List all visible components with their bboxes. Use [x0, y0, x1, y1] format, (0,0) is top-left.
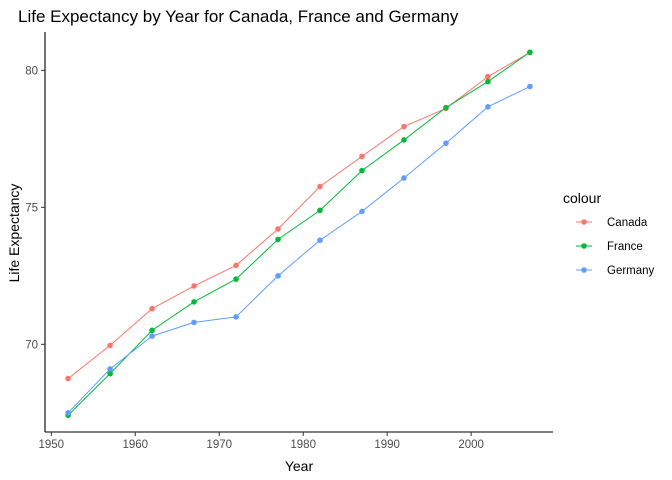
data-point [149, 333, 155, 339]
y-tick-label: 75 [25, 202, 38, 214]
data-point [233, 314, 239, 320]
data-point [191, 299, 197, 305]
chart-title: Life Expectancy by Year for Canada, Fran… [18, 7, 459, 26]
series-layer [65, 49, 533, 419]
data-point [107, 342, 113, 349]
legend-item-france: France [576, 241, 643, 253]
y-tick-label: 70 [25, 339, 38, 351]
legend-label: Germany [607, 265, 655, 277]
data-point [317, 183, 323, 190]
data-point [149, 327, 155, 334]
data-point [275, 273, 281, 279]
series-line [67, 86, 531, 414]
data-point [401, 123, 407, 130]
data-point [359, 153, 365, 160]
data-point [485, 73, 491, 80]
data-point [275, 226, 281, 232]
data-point [65, 375, 71, 382]
data-point [317, 237, 323, 244]
legend-item-germany: Germany [576, 265, 655, 277]
data-point [359, 167, 365, 174]
data-point [443, 104, 449, 111]
data-point [317, 207, 323, 214]
legend-item-canada: Canada [576, 217, 648, 229]
data-point [485, 78, 491, 85]
data-point [527, 49, 533, 56]
x-axis-title: Year [285, 458, 314, 474]
data-point [233, 262, 239, 269]
x-tick-label: 2000 [458, 439, 484, 451]
data-point [527, 83, 533, 90]
legend-label: France [607, 241, 643, 253]
x-tick-label: 1990 [374, 439, 400, 451]
data-point [401, 175, 407, 181]
series-france [65, 49, 533, 419]
y-axis: 70 75 80 [25, 32, 46, 432]
series-line [67, 52, 531, 379]
data-point [65, 410, 71, 416]
data-point [107, 370, 113, 377]
series-germany [65, 83, 533, 416]
x-tick-label: 1980 [290, 439, 316, 451]
data-point [233, 276, 239, 282]
series-canada [65, 49, 533, 382]
data-point [443, 140, 449, 147]
x-tick-label: 1960 [122, 439, 148, 451]
x-tick-label: 1970 [206, 439, 232, 451]
legend-key-point [581, 219, 587, 225]
data-point [149, 305, 155, 312]
data-point [191, 319, 197, 326]
x-axis: 1950 1960 1970 1980 1990 2000 [39, 431, 553, 451]
data-point [107, 366, 113, 372]
y-axis-title: Life Expectancy [6, 184, 22, 283]
legend-title: colour [563, 190, 601, 206]
legend-key-point [581, 243, 587, 249]
y-tick-label: 80 [25, 65, 38, 77]
data-point [191, 283, 197, 289]
data-point [401, 137, 407, 143]
x-tick-label: 1950 [39, 439, 65, 451]
legend-key-point [581, 267, 587, 273]
series-line [67, 51, 531, 416]
legend: colour Canada France Germany [563, 190, 655, 277]
data-point [485, 103, 491, 110]
legend-label: Canada [607, 217, 648, 229]
data-point [275, 236, 281, 243]
data-point [359, 208, 365, 215]
